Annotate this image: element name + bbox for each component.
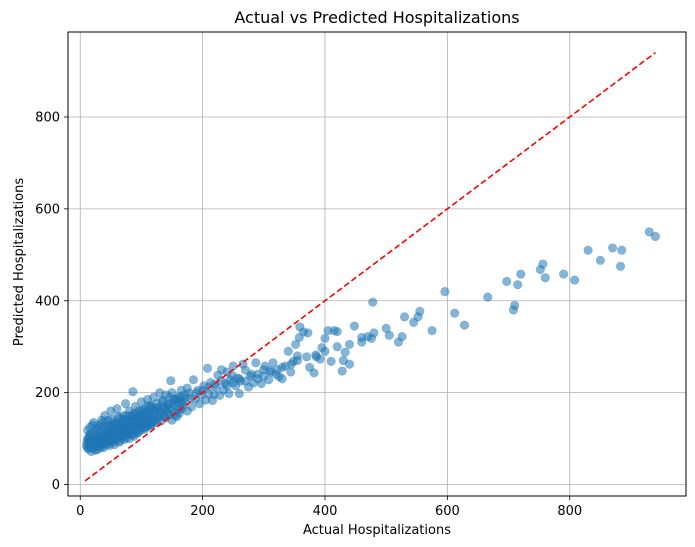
y-axis-label: Predicted Hospitalizations [12,178,27,347]
x-axis-label: Actual Hospitalizations [303,523,451,538]
scatter-point [128,387,138,397]
y-tick-label: 200 [35,386,60,401]
scatter-point [332,342,342,352]
scatter-point [291,339,301,349]
scatter-point [516,269,526,279]
scatter-point [216,376,226,386]
scatter-point [320,346,330,356]
scatter-point [393,337,404,347]
scatter-point [450,308,460,318]
x-tick-label: 400 [313,504,338,519]
scatter-point [294,332,304,343]
scatter-point [166,376,176,386]
scatter-point [427,326,437,336]
scatter-point [338,355,348,366]
scatter-point [271,369,281,379]
x-tick-label: 200 [190,504,215,519]
scatter-point [182,383,192,393]
chart-title: Actual vs Predicted Hospitalizations [234,8,519,27]
scatter-point [305,362,315,372]
scatter-point [292,355,303,366]
scatter-point [302,352,312,362]
scatter-point [240,376,251,386]
scatter-point [409,317,419,327]
scatter-point [112,404,122,414]
reference-line-group [84,52,656,482]
scatter-point [440,286,450,297]
scatter-point [148,415,158,425]
scatter-point [381,323,391,333]
scatter-point [253,374,263,384]
scatter-point [136,406,147,416]
scatter-point [320,333,330,344]
y-tick-label: 800 [35,110,60,125]
scatter-point [483,292,493,302]
scatter-point [277,362,287,372]
y-ticks: 0 200 400 600 800 [35,110,68,493]
grid-lines [68,32,686,496]
scatter-point [535,264,545,275]
scatter-point [238,359,248,369]
scatter-point [559,269,569,279]
scatter-point [595,255,605,265]
scatter-point [268,358,278,368]
scatter-point [234,388,244,399]
scatter-point [650,231,661,242]
scatter-point [513,280,523,290]
scatter-point [508,305,519,315]
scatter-point [323,326,333,336]
plot-frame [67,31,687,497]
x-ticks: 0 200 400 600 800 [76,496,582,519]
scatter-point [251,358,261,368]
scatter-points [81,227,661,457]
scatter-point [337,366,347,376]
scatter-point [349,321,359,331]
y-tick-label: 400 [35,294,60,309]
scatter-point [340,347,350,357]
scatter-point [399,312,410,322]
scatter-point [540,273,550,283]
scatter-point [311,350,321,360]
y-tick-label: 0 [52,478,60,493]
reference-line [84,52,656,482]
scatter-point [570,275,580,285]
scatter-point [607,243,618,253]
scatter-point [617,245,627,255]
scatter-point [368,297,378,307]
scatter-point [147,404,157,414]
scatter-point [644,227,654,237]
scatter-point [178,397,188,407]
scatter-point [295,322,305,332]
scatter-point [120,399,131,409]
scatter-point [326,356,336,366]
x-tick-label: 0 [76,504,84,519]
scatter-point [246,369,257,379]
scatter-point [583,245,593,255]
y-tick-label: 600 [35,202,60,217]
x-tick-label: 600 [435,504,460,519]
scatter-point [344,339,355,349]
scatter-point [283,346,293,356]
scatter-point [615,261,626,271]
x-tick-label: 800 [557,504,582,519]
scatter-point [502,276,512,287]
scatter-point [357,332,367,343]
scatter-point [459,320,470,330]
scatter-point [188,375,199,385]
scatter-point [369,328,379,338]
scatter-point [202,363,213,373]
